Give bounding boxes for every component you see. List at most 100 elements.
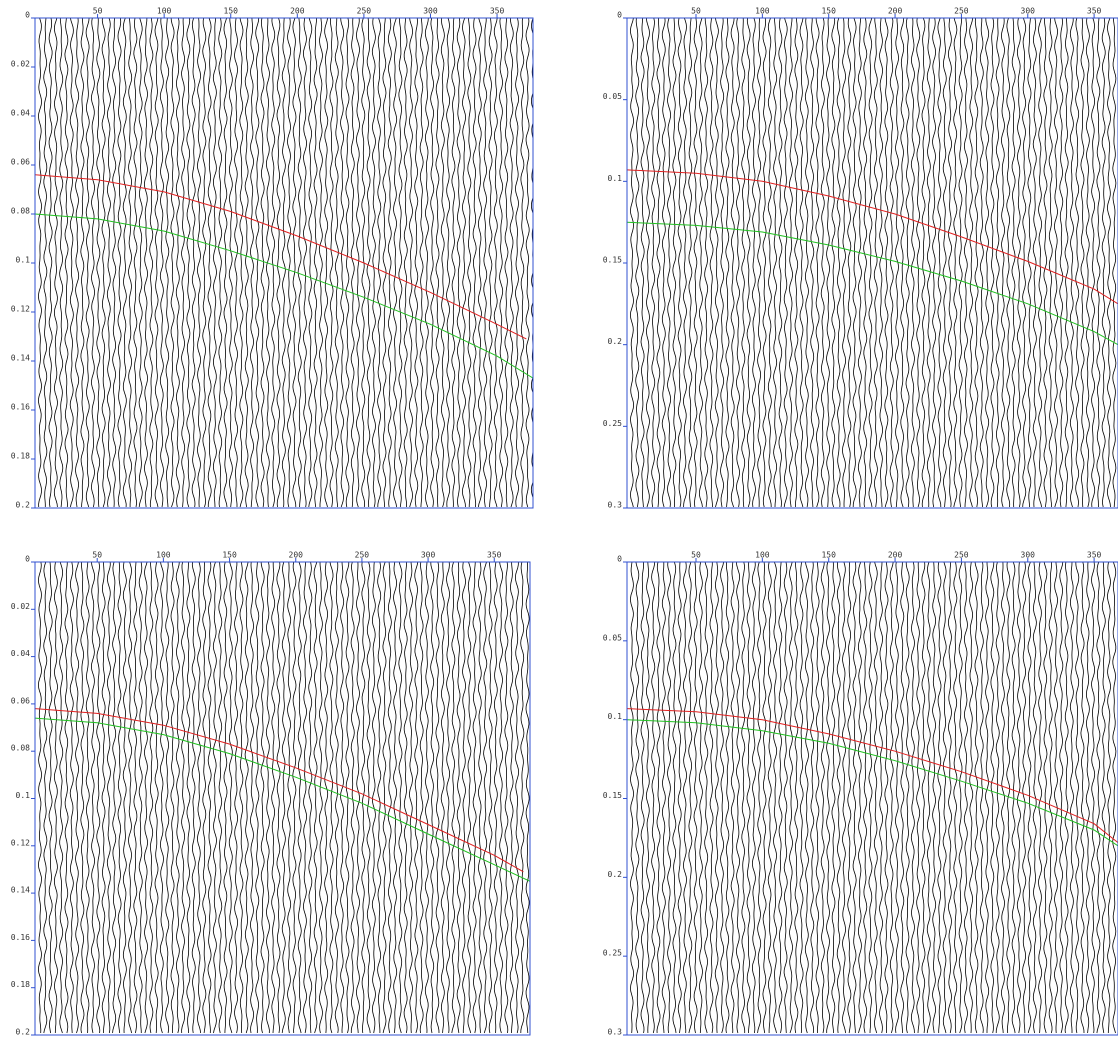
trace	[468, 18, 471, 507]
trace	[282, 562, 285, 1033]
trace	[293, 562, 296, 1033]
y-tick-label: 0.02	[11, 60, 30, 69]
trace	[346, 18, 349, 507]
trace	[192, 18, 195, 507]
y-tick-label: 0.04	[11, 109, 30, 118]
trace	[763, 562, 766, 1033]
trace	[694, 18, 697, 507]
trace	[484, 18, 487, 507]
trace	[447, 18, 450, 507]
trace	[1039, 562, 1042, 1033]
trace	[150, 18, 153, 507]
trace-texture	[630, 18, 1116, 507]
trace	[362, 562, 365, 1033]
trace	[134, 562, 137, 1033]
trace	[462, 18, 465, 507]
trace	[288, 562, 291, 1033]
trace	[383, 18, 386, 507]
trace	[885, 562, 888, 1033]
trace	[832, 18, 835, 507]
trace	[266, 562, 269, 1033]
trace	[277, 18, 280, 507]
trace	[1081, 18, 1084, 507]
trace	[335, 562, 338, 1033]
trace	[65, 562, 68, 1033]
trace	[309, 562, 312, 1033]
trace	[800, 562, 803, 1033]
x-tick-label: 200	[290, 7, 305, 16]
trace	[641, 18, 644, 507]
trace	[81, 562, 84, 1033]
trace	[816, 18, 819, 507]
x-tick-label: 150	[224, 7, 239, 16]
trace	[715, 562, 718, 1033]
trace	[229, 562, 232, 1033]
trace	[97, 562, 100, 1033]
trace	[636, 562, 639, 1033]
y-tick-label: 0.2	[16, 501, 31, 510]
y-tick-label: 0.12	[11, 305, 30, 314]
trace	[758, 562, 761, 1033]
trace	[1108, 562, 1111, 1033]
x-tick-label: 200	[888, 7, 903, 16]
trace	[505, 562, 508, 1033]
trace	[478, 18, 481, 507]
y-tick-label: 0	[25, 555, 30, 564]
trace	[789, 562, 792, 1033]
trace	[515, 18, 518, 507]
trace	[129, 18, 132, 507]
trace	[726, 18, 729, 507]
trace	[378, 562, 381, 1033]
trace	[821, 562, 824, 1033]
trace	[489, 562, 492, 1033]
trace	[526, 562, 529, 1033]
trace	[832, 562, 835, 1033]
x-tick-label: 100	[157, 7, 172, 16]
trace	[441, 562, 444, 1033]
trace	[235, 562, 238, 1033]
trace	[970, 18, 973, 507]
trace	[774, 18, 777, 507]
trace	[102, 18, 105, 507]
trace	[1060, 18, 1063, 507]
trace	[139, 18, 142, 507]
trace	[510, 562, 513, 1033]
trace	[250, 562, 253, 1033]
trace	[917, 18, 920, 507]
trace	[431, 18, 434, 507]
trace	[123, 18, 126, 507]
trace	[811, 18, 814, 507]
trace	[330, 18, 333, 507]
trace	[630, 562, 633, 1033]
y-tick-label: 0.1	[16, 791, 31, 800]
x-tick-label: 50	[691, 7, 701, 16]
trace	[484, 562, 487, 1033]
trace	[827, 562, 830, 1033]
trace	[853, 562, 856, 1033]
trace	[901, 562, 904, 1033]
trace	[689, 18, 692, 507]
trace	[452, 562, 455, 1033]
x-tick-label: 100	[755, 7, 770, 16]
trace	[864, 18, 867, 507]
trace	[779, 18, 782, 507]
trace	[129, 562, 132, 1033]
trace	[1102, 18, 1105, 507]
trace	[65, 18, 68, 507]
trace	[1092, 18, 1095, 507]
trace	[710, 18, 713, 507]
trace	[1076, 562, 1079, 1033]
y-tick-label: 0.18	[11, 452, 30, 461]
trace	[906, 18, 909, 507]
trace	[991, 562, 994, 1033]
trace	[197, 18, 200, 507]
trace	[721, 18, 724, 507]
trace	[805, 562, 808, 1033]
trace	[1023, 562, 1026, 1033]
y-tick-label: 0.06	[11, 158, 30, 167]
y-tick-label: 0.14	[11, 354, 30, 363]
y-tick-label: 0.25	[603, 949, 622, 958]
trace	[399, 18, 402, 507]
trace	[943, 562, 946, 1033]
trace	[91, 18, 94, 507]
